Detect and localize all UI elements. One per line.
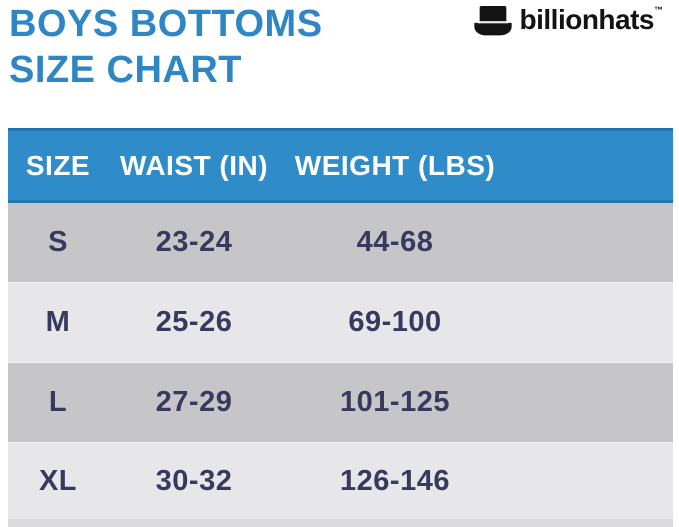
page-title-line1: BOYS BOTTOMS: [9, 3, 323, 45]
table-row-xl: XL 30-32 126-146: [8, 443, 673, 519]
size-value: S: [48, 226, 68, 258]
size-table: SIZE WAIST (IN) WEIGHT (LBS) S 23-24 44-…: [8, 128, 673, 527]
table-header-row: SIZE WAIST (IN) WEIGHT (LBS): [8, 128, 673, 203]
size-value: M: [45, 306, 71, 338]
size-value: XL: [38, 464, 78, 497]
page-title-line2: SIZE CHART: [9, 49, 242, 91]
page-title: BOYS BOTTOMS SIZE CHART: [9, 1, 323, 93]
brand-name: billionhats: [519, 4, 655, 35]
column-header-weight: WEIGHT (LBS): [294, 149, 496, 181]
top-hat-icon: [473, 6, 513, 43]
waist-value: 27-29: [155, 386, 233, 418]
weight-value: 69-100: [348, 306, 442, 338]
column-header-size: SIZE: [25, 149, 91, 181]
column-header-waist: WAIST (IN): [119, 149, 269, 181]
waist-value: 23-24: [155, 226, 233, 258]
waist-value: 25-26: [155, 306, 233, 338]
size-value: L: [48, 386, 68, 418]
table-row-l: L 27-29 101-125: [8, 363, 673, 443]
weight-value: 44-68: [356, 226, 434, 258]
table-row-m: M 25-26 69-100: [8, 283, 673, 363]
waist-value: 30-32: [155, 464, 233, 497]
weight-value: 101-125: [340, 386, 450, 418]
table-bottom-strip: [8, 519, 673, 527]
weight-value: 126-146: [340, 464, 450, 497]
brand-logo: billionhats ™: [473, 4, 663, 43]
trademark-symbol: ™: [654, 5, 663, 15]
table-row-s: S 23-24 44-68: [8, 203, 673, 283]
